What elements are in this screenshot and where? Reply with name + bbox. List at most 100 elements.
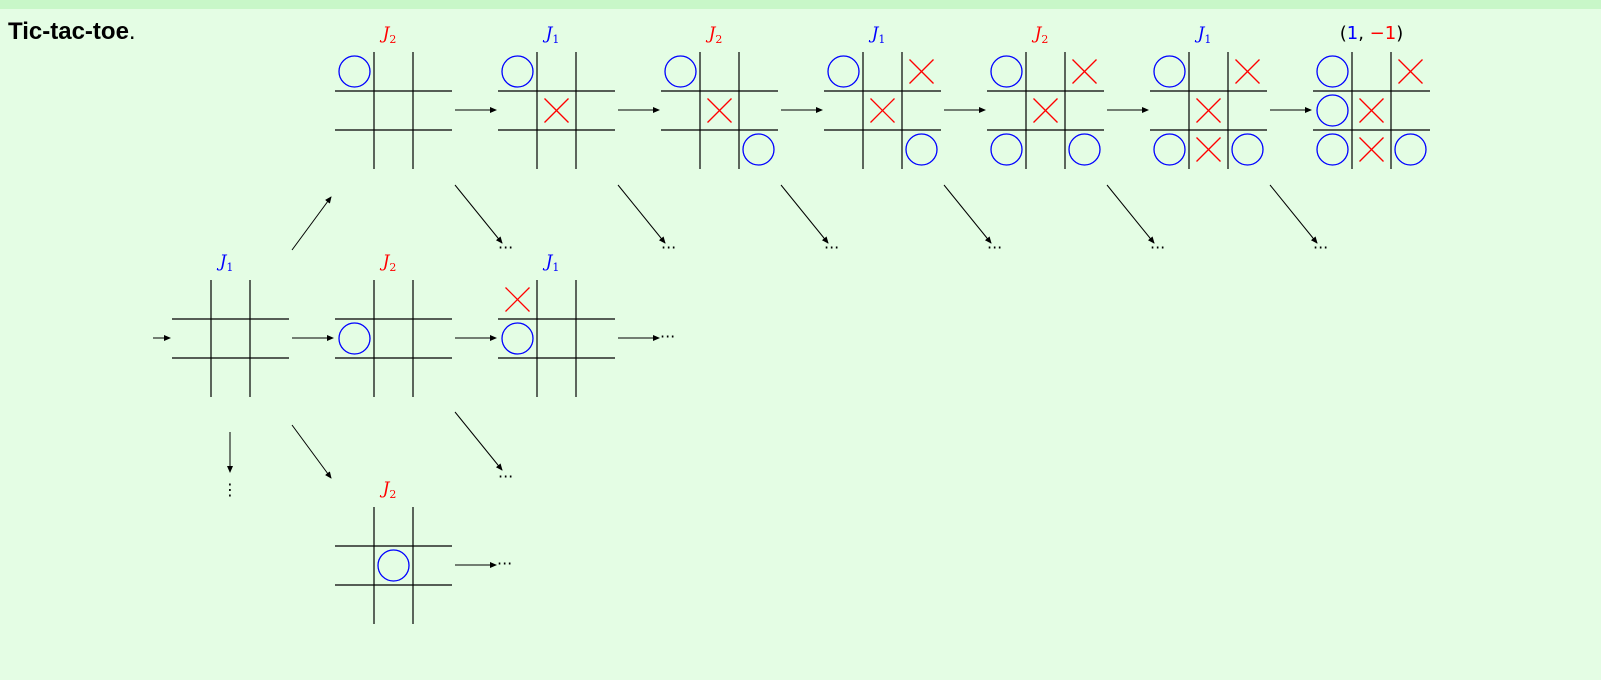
board-top-3	[661, 52, 778, 169]
x-mark-icon	[870, 98, 895, 123]
x-stroke	[909, 59, 934, 84]
o-mark-icon	[990, 55, 1023, 88]
o-mark-icon	[990, 133, 1023, 166]
player-subscript: 1	[1204, 33, 1211, 46]
board-top-5	[987, 52, 1104, 169]
x-stroke	[1072, 59, 1097, 84]
player-subscript: 1	[552, 261, 559, 274]
o-mark-icon	[1231, 133, 1264, 166]
o-mark-icon	[1316, 133, 1349, 166]
ellipsis: ···	[661, 238, 676, 257]
x-stroke	[1196, 137, 1221, 162]
o-mark-icon	[501, 55, 534, 88]
edge-arrow	[943, 184, 992, 244]
x-mark-icon	[1196, 137, 1221, 162]
o-mark-icon	[338, 322, 371, 355]
x-mark-icon	[909, 59, 934, 84]
o-mark-icon	[1153, 55, 1186, 88]
player-label-p1: J1	[217, 252, 234, 274]
payoff-comma: ,	[1358, 23, 1369, 44]
edge-arrow	[1106, 184, 1155, 244]
board-top-1	[335, 52, 452, 169]
x-mark-icon	[1359, 137, 1384, 162]
player-letter: J	[543, 24, 554, 44]
x-mark-icon	[1235, 59, 1260, 84]
o-mark-icon	[501, 322, 534, 355]
player-subscript: 2	[1041, 33, 1048, 46]
o-mark-icon	[377, 549, 410, 582]
player-letter: J	[543, 252, 554, 272]
ellipsis: ···	[660, 327, 675, 346]
player-label-p2: J2	[380, 479, 397, 501]
x-mark-icon	[1072, 59, 1097, 84]
board-top-2	[498, 52, 615, 169]
board-top-6	[1150, 52, 1267, 169]
o-mark-icon	[1068, 133, 1101, 166]
edge-arrow	[780, 184, 829, 244]
ellipsis: ···	[987, 238, 1002, 257]
player-subscript: 1	[552, 33, 559, 46]
vertical-ellipsis: ⋮	[222, 480, 238, 499]
board-root	[172, 280, 289, 397]
payoff-p2: −1	[1370, 23, 1397, 44]
player-letter: J	[380, 252, 391, 272]
player-label-p1: J1	[543, 252, 560, 274]
edge-arrow	[454, 411, 503, 471]
x-stroke	[1359, 98, 1384, 123]
board-terminal	[1313, 52, 1430, 169]
player-label-p1: J1	[543, 24, 560, 46]
edge-arrow	[454, 184, 503, 244]
player-letter: J	[380, 24, 391, 44]
o-mark-icon	[1394, 133, 1427, 166]
x-mark-icon	[707, 98, 732, 123]
player-label-p2: J2	[706, 24, 723, 46]
player-letter: J	[1032, 24, 1043, 44]
player-label-p1: J1	[869, 24, 886, 46]
ellipsis: ···	[498, 467, 513, 486]
edge-arrow	[617, 184, 666, 244]
payoff-open: (	[1340, 23, 1347, 44]
o-mark-icon	[827, 55, 860, 88]
payoff-p1: 1	[1347, 23, 1358, 44]
player-subscript: 2	[389, 33, 396, 46]
edge-arrow	[291, 196, 332, 251]
o-mark-icon	[1153, 133, 1186, 166]
x-mark-icon	[1398, 59, 1423, 84]
slide-title: Tic-tac-toe.	[8, 18, 136, 46]
o-mark-icon	[742, 133, 775, 166]
title-suffix: .	[128, 18, 136, 45]
x-stroke	[1359, 137, 1384, 162]
x-mark-icon	[1359, 98, 1384, 123]
o-mark-icon	[1316, 94, 1349, 127]
x-stroke	[544, 98, 569, 123]
x-mark-icon	[505, 287, 530, 312]
x-stroke	[1033, 98, 1058, 123]
payoff-close: )	[1396, 23, 1403, 44]
x-stroke	[1235, 59, 1260, 84]
player-letter: J	[217, 252, 228, 272]
player-letter: J	[869, 24, 880, 44]
player-letter: J	[380, 479, 391, 499]
board-low-1	[335, 507, 452, 624]
edge-arrow	[1269, 184, 1318, 244]
x-mark-icon	[544, 98, 569, 123]
edge-arrow	[291, 424, 332, 479]
player-subscript: 1	[878, 33, 885, 46]
x-stroke	[870, 98, 895, 123]
player-label-p2: J2	[380, 252, 397, 274]
title-bold: Tic-tac-toe	[8, 18, 129, 45]
o-mark-icon	[905, 133, 938, 166]
x-mark-icon	[1033, 98, 1058, 123]
player-subscript: 2	[389, 488, 396, 501]
player-label-p2: J2	[1032, 24, 1049, 46]
player-subscript: 2	[715, 33, 722, 46]
player-label-p1: J1	[1195, 24, 1212, 46]
x-stroke	[1196, 98, 1221, 123]
player-label-p2: J2	[380, 24, 397, 46]
o-mark-icon	[664, 55, 697, 88]
x-stroke	[707, 98, 732, 123]
payoff-label: (1, −1)	[1340, 23, 1404, 44]
player-subscript: 2	[389, 261, 396, 274]
ellipsis: ···	[1150, 238, 1165, 257]
